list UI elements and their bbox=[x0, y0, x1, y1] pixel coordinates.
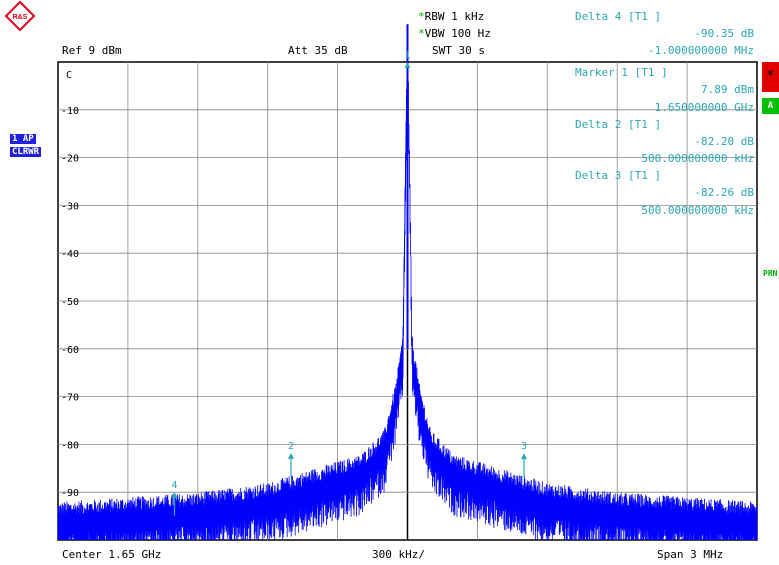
trace bbox=[57, 24, 758, 541]
marker-symbol bbox=[171, 491, 178, 498]
marker-label: 1 bbox=[404, 50, 410, 61]
marker-panel-level-0: -90.35 dB bbox=[694, 27, 754, 40]
vbw-star: * bbox=[418, 27, 425, 40]
vbw-row: *VBW 100 Hz bbox=[418, 27, 491, 40]
marker-panel-freq-0: -1.000000000 MHz bbox=[648, 44, 754, 57]
marker-panel-level-3: -82.26 dB bbox=[694, 186, 754, 199]
y-tick-label: -40 bbox=[61, 249, 79, 260]
marker-panel-freq-3: 500.000000000 kHz bbox=[641, 204, 754, 217]
ref-level: Ref 9 dBm bbox=[62, 44, 122, 57]
marker-panel-name-1: Marker 1 [T1 ] bbox=[575, 66, 668, 79]
y-tick-label: -90 bbox=[61, 488, 79, 499]
vbw: VBW 100 Hz bbox=[424, 27, 491, 40]
marker-symbol bbox=[404, 62, 411, 68]
y-tick-label: -50 bbox=[61, 297, 79, 308]
y-tick-label: -80 bbox=[61, 440, 79, 451]
rbw-row: *RBW 1 kHz bbox=[418, 10, 484, 23]
marker-symbol bbox=[521, 453, 527, 460]
y-tick-labels: -10 -20 -30 -40 -50 -60 -70 -80 -90 bbox=[61, 106, 79, 499]
green-status-badge: A bbox=[762, 98, 779, 114]
marker-panel-freq-2: 500.000000000 kHz bbox=[641, 152, 754, 165]
red-status-badge: * bbox=[762, 62, 779, 92]
attenuation: Att 35 dB bbox=[288, 44, 348, 57]
marker-label: 3 bbox=[521, 441, 527, 452]
prn-badge: PRN bbox=[763, 269, 778, 278]
marker-label: 2 bbox=[288, 441, 294, 452]
trace-mode-1: 1 AP bbox=[10, 134, 36, 144]
y-tick-label: -70 bbox=[61, 393, 79, 404]
logo-text: R&S bbox=[13, 14, 28, 21]
span: Span 3 MHz bbox=[657, 548, 724, 561]
marker-panel-name-0: Delta 4 [T1 ] bbox=[575, 10, 662, 23]
marker-panel-level-2: -82.20 dB bbox=[694, 135, 754, 148]
y-tick-label: -30 bbox=[61, 201, 79, 212]
marker-symbol bbox=[288, 452, 294, 459]
markers: 1 2 3 4 bbox=[171, 50, 527, 516]
span-per-division: 300 kHz/ bbox=[372, 548, 425, 561]
y-tick-label: -10 bbox=[61, 106, 79, 117]
trace-mode-2: CLRWR bbox=[10, 147, 42, 157]
y-tick-label: -60 bbox=[61, 345, 79, 356]
marker-panel-freq-1: 1.650000000 GHz bbox=[654, 101, 754, 114]
center-frequency: Center 1.65 GHz bbox=[62, 548, 162, 561]
corner-label: C bbox=[66, 70, 72, 81]
rs-logo: R&S bbox=[4, 0, 36, 32]
sweep-time: SWT 30 s bbox=[432, 44, 485, 57]
marker-label: 4 bbox=[171, 480, 177, 491]
rbw: RBW 1 kHz bbox=[424, 10, 485, 23]
rbw-star: * bbox=[418, 10, 425, 23]
marker-panel-level-1: 7.89 dBm bbox=[701, 83, 754, 96]
marker-panel-name-2: Delta 2 [T1 ] bbox=[575, 118, 662, 131]
marker-panel-name-3: Delta 3 [T1 ] bbox=[575, 169, 662, 182]
y-tick-label: -20 bbox=[61, 154, 79, 165]
